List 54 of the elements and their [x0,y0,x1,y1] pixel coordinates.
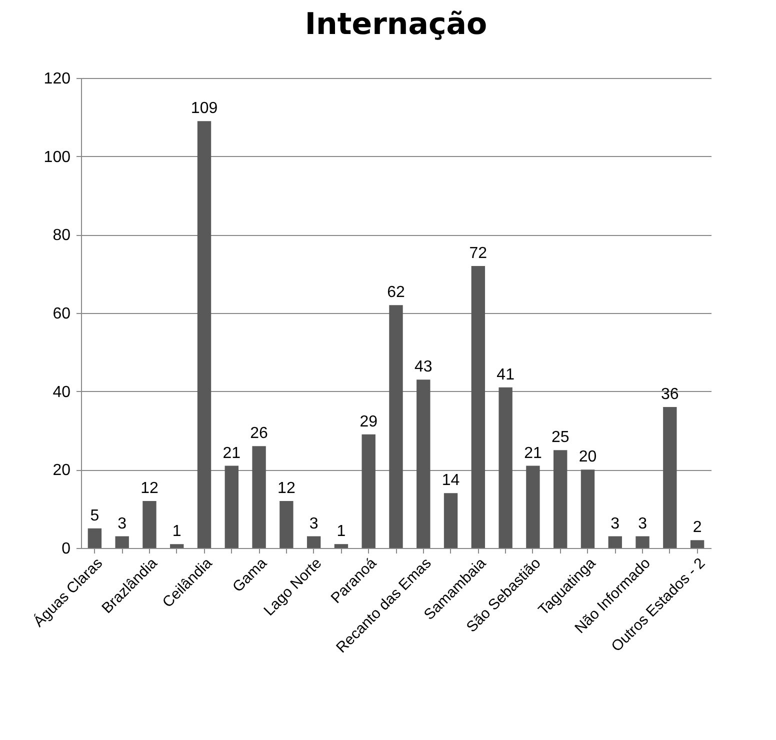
data-label: 29 [360,413,378,430]
data-label: 3 [638,515,648,532]
data-label: 12 [140,480,158,497]
bar [416,380,430,548]
y-tick-label: 120 [44,70,71,88]
data-label: 25 [551,429,570,446]
data-label: 3 [610,515,620,532]
y-tick-label: 100 [44,148,71,166]
data-label: 20 [578,448,597,466]
data-label: 1 [172,523,182,540]
chart-title: Internação [304,7,488,42]
data-label: 2 [692,519,702,536]
bar [306,536,321,548]
data-label: 36 [661,386,679,403]
data-label: 41 [496,366,515,384]
y-tick-label: 80 [52,227,71,244]
bar [690,540,704,548]
y-tick-label: 60 [52,306,71,322]
y-tick-label: 0 [62,540,71,558]
bar [115,536,129,548]
bar [280,501,294,548]
data-label: 21 [222,444,241,462]
bar [498,387,512,548]
bar [636,536,650,548]
bar [554,450,568,548]
bar [334,544,348,548]
bar [444,493,458,548]
bar [389,305,403,548]
data-label: 109 [190,100,218,118]
data-label: 14 [442,472,460,490]
bar [608,536,622,548]
bar [197,121,212,548]
bar [142,501,156,548]
y-tick-label: 20 [52,462,71,480]
data-label: 43 [414,358,432,376]
bar [88,528,102,548]
bar [170,544,184,548]
data-label: 5 [90,507,100,524]
bar [580,470,595,548]
bar [362,434,376,548]
data-label: 26 [250,425,268,442]
data-label: 3 [118,515,127,532]
data-label: 72 [469,245,488,262]
bar [663,407,677,548]
data-label: 3 [309,515,318,532]
y-tick-label: 40 [52,384,71,401]
bar [526,466,540,548]
data-label: 62 [387,284,405,302]
bar [224,466,238,548]
bar [252,446,266,548]
data-label: 12 [278,480,296,497]
bar [471,266,486,548]
data-label: 21 [524,444,542,462]
data-label: 1 [336,523,346,540]
